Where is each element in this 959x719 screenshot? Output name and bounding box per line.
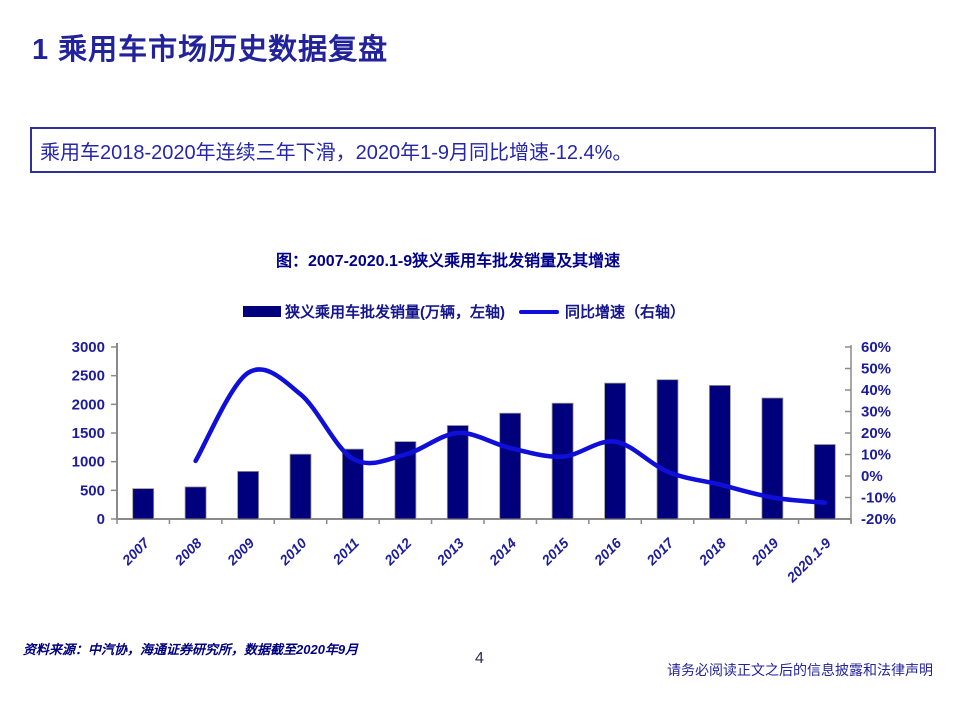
- legend-item-sales: 狭义乘用车批发销量(万辆，左轴): [243, 301, 505, 322]
- bar-2014: [499, 412, 522, 520]
- x-axis-label-2013: 2013: [433, 535, 467, 569]
- bar-2015: [551, 402, 574, 520]
- bar-2007: [132, 488, 155, 520]
- bar-2008: [184, 486, 207, 520]
- right-axis-label: 40%: [861, 382, 891, 399]
- bar-2009: [237, 470, 260, 520]
- bar-2016: [604, 382, 626, 520]
- right-axis-label: -10%: [861, 490, 896, 507]
- source-note: 资料来源：中汽协，海通证券研究所，数据截至2020年9月: [23, 642, 359, 657]
- left-axis-label: 2500: [72, 368, 105, 385]
- right-axis-label: -20%: [861, 511, 896, 528]
- page-number: 4: [475, 650, 484, 667]
- legend-label-growth: 同比增速（右轴）: [565, 304, 686, 321]
- x-axis-label-2012: 2012: [380, 535, 414, 569]
- bar-swatch-icon: [243, 306, 281, 317]
- left-axis-label: 3000: [72, 339, 105, 356]
- x-axis-label-2018: 2018: [695, 535, 729, 569]
- left-axis-label: 2000: [72, 396, 105, 413]
- x-axis-label-2010: 2010: [276, 535, 310, 569]
- x-axis-label-2011: 2011: [329, 535, 362, 568]
- bar-2010: [289, 453, 312, 520]
- bar-2019: [761, 397, 784, 520]
- x-axis-label-2016: 2016: [590, 535, 624, 569]
- x-axis-label-2014: 2014: [485, 535, 519, 569]
- bar-2011: [341, 448, 364, 520]
- chart-title: 图：2007-2020.1-9狭义乘用车批发销量及其增速: [276, 253, 621, 270]
- growth-line: [193, 367, 828, 505]
- left-axis-label: 1000: [72, 454, 105, 471]
- x-axis-label-2015: 2015: [538, 535, 572, 569]
- right-axis-label: 60%: [861, 339, 891, 356]
- right-axis-label: 30%: [861, 404, 891, 421]
- right-axis-label: 0%: [861, 468, 883, 485]
- bar-2020.1-9: [813, 444, 836, 520]
- page-title: 1 乘用车市场历史数据复盘: [32, 34, 389, 66]
- right-axis-label: 10%: [861, 447, 891, 464]
- legend-item-growth: 同比增速（右轴）: [519, 301, 685, 322]
- bar-series: [132, 379, 836, 520]
- bar-2018: [709, 384, 731, 520]
- right-axis-label: 20%: [861, 425, 891, 442]
- legend-label-sales: 狭义乘用车批发销量(万辆，左轴): [285, 304, 505, 321]
- line-swatch-icon: [519, 309, 559, 314]
- x-axis-label-2007: 2007: [118, 534, 153, 569]
- bar-2017: [656, 379, 679, 520]
- x-axis-label-2009: 2009: [223, 535, 257, 569]
- summary-box: 乘用车2018-2020年连续三年下滑，2020年1-9月同比增速-12.4%。: [30, 127, 936, 173]
- summary-text: 乘用车2018-2020年连续三年下滑，2020年1-9月同比增速-12.4%。: [40, 141, 633, 164]
- left-axis-label: 0: [97, 511, 105, 528]
- x-axis-label-2008: 2008: [171, 535, 205, 569]
- disclaimer-text: 请务必阅读正文之后的信息披露和法律声明: [667, 664, 933, 679]
- left-axis-label: 500: [80, 482, 105, 499]
- chart-legend: 狭义乘用车批发销量(万辆，左轴) 同比增速（右轴）: [243, 301, 685, 322]
- axes: 0 500 1000 1500 2000 2500 3000 -20% -10% 0% 10% 20%…: [72, 339, 896, 586]
- bar-2013: [446, 425, 469, 520]
- bar-2012: [394, 441, 417, 520]
- x-axis-label-2017: 2017: [643, 534, 678, 569]
- x-axis-label-2020.1-9: 2020.1-9: [783, 535, 834, 586]
- x-axis-label-2019: 2019: [747, 535, 781, 569]
- left-axis-label: 1500: [72, 425, 105, 442]
- right-axis-label: 50%: [861, 361, 891, 378]
